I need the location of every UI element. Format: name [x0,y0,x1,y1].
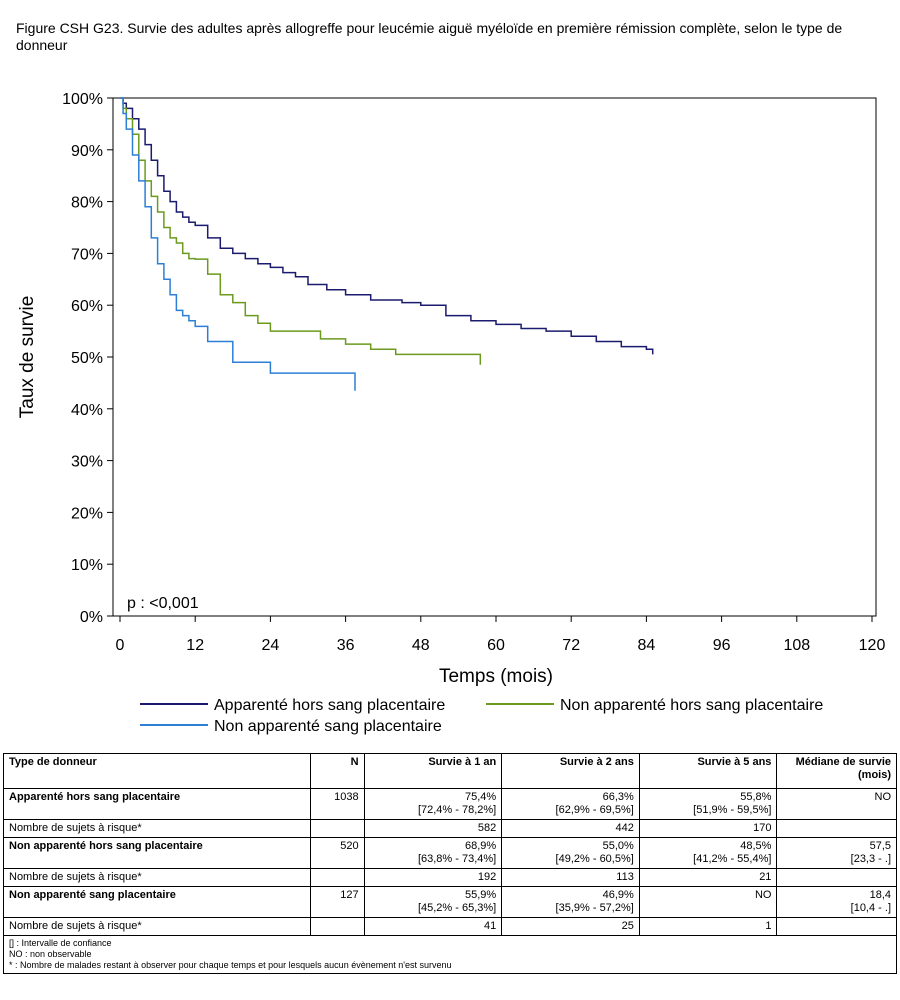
count-n: 127 [310,886,365,918]
legend-label-non-apparente: Non apparenté hors sang placentaire [560,697,823,714]
y-tick-label: 40% [71,402,103,419]
x-tick-label: 0 [116,637,125,654]
survival-1y: 55,9% [45,2% - 65,3%] [363,886,503,918]
y-tick-label: 60% [71,298,103,315]
table-row: Non apparenté hors sang placentaire 520 … [2,837,897,869]
header-donor-type: Type de donneur [2,753,312,789]
header-n: N [310,753,365,789]
table-header-row: Type de donneur N Survie à 1 an Survie à… [2,753,897,789]
y-tick-label: 10% [71,557,103,574]
survival-chart: 0% 10% 20% 30% 40% 50% 60% 70% 80% 90% 100% 0 12 24 3… [17,91,886,735]
median-survival: 57,5 [23,3 - .] [776,837,897,869]
series-line-1 [120,97,482,365]
at-risk-1y: 192 [363,868,503,887]
header-survival-5y: Survie à 5 ans [638,753,778,789]
at-risk-label: Nombre de sujets à risque* [2,819,312,838]
x-tick-label: 24 [262,637,280,654]
header-survival-1y: Survie à 1 an [363,753,503,789]
header-median-survival: Médiane de survie (mois) [776,753,897,789]
x-axis-label: Temps (mois) [439,666,553,687]
note-at-risk: * : Nombre de malades restant à observer… [9,960,452,970]
y-tick-label: 70% [71,246,103,263]
survival-2y: 46,9% [35,9% - 57,2%] [501,886,640,918]
x-axis: 0 12 24 36 48 60 72 84 96 108 120 [116,616,886,654]
legend-label-sang-placentaire: Non apparenté sang placentaire [214,718,442,735]
at-risk-2y: 442 [501,819,640,838]
y-tick-label: 50% [71,350,103,367]
figure-title: Figure CSH G23. Survie des adultes après… [16,20,843,53]
survival-2y: 55,0% [49,2% - 60,5%] [501,837,640,869]
count-n: 1038 [310,788,365,820]
note-no: NO : non observable [9,949,92,959]
table-notes: [] : Intervalle de confiance NO : non ob… [3,935,897,974]
at-risk-label: Nombre de sujets à risque* [2,868,312,887]
y-tick-label: 30% [71,454,103,471]
plot-frame [112,97,877,617]
at-risk-2y: 25 [501,917,640,936]
survival-5y: 55,8% [51,9% - 59,5%] [638,788,778,820]
x-tick-label: 84 [638,637,656,654]
table-row-at-risk: Nombre de sujets à risque* 192 113 21 [2,868,897,887]
y-tick-label: 100% [62,91,103,108]
y-axis-label: Taux de survie [17,296,38,419]
donor-type: Apparenté hors sang placentaire [2,788,312,820]
at-risk-5y: 21 [638,868,778,887]
y-axis: 0% 10% 20% 30% 40% 50% 60% 70% 80% 90% 100% [62,91,113,626]
y-tick-label: 20% [71,505,103,522]
survival-1y: 68,9% [63,8% - 73,4%] [363,837,503,869]
p-value: p : <0,001 [127,595,199,612]
x-tick-label: 36 [337,637,355,654]
at-risk-5y: 170 [638,819,778,838]
x-tick-label: 48 [412,637,430,654]
at-risk-1y: 582 [363,819,503,838]
table-notes-row: [] : Intervalle de confiance NO : non ob… [3,935,897,974]
x-tick-label: 60 [487,637,505,654]
x-tick-label: 108 [783,637,810,654]
header-survival-2y: Survie à 2 ans [501,753,640,789]
series-line-2 [120,97,356,391]
table-row: Non apparenté sang placentaire 127 55,9%… [2,886,897,918]
survival-5y: NO [638,886,778,918]
legend: Apparenté hors sang placentaire Non appa… [140,697,823,735]
y-tick-label: 0% [80,609,103,626]
median-survival: 18,4 [10,4 - .] [776,886,897,918]
at-risk-5y: 1 [638,917,778,936]
series-lines [120,97,654,391]
x-tick-label: 72 [562,637,580,654]
series-line-0 [120,97,654,355]
x-tick-label: 12 [186,637,204,654]
survival-5y: 48,5% [41,2% - 55,4%] [638,837,778,869]
donor-type: Non apparenté hors sang placentaire [2,837,312,869]
at-risk-1y: 41 [363,917,503,936]
y-tick-label: 90% [71,143,103,160]
results-table: Type de donneur N Survie à 1 an Survie à… [2,753,897,974]
legend-label-apparente: Apparenté hors sang placentaire [214,697,445,714]
x-tick-label: 96 [713,637,731,654]
survival-2y: 66,3% [62,9% - 69,5%] [501,788,640,820]
at-risk-label: Nombre de sujets à risque* [2,917,312,936]
count-n: 520 [310,837,365,869]
table-row-at-risk: Nombre de sujets à risque* 582 442 170 [2,819,897,838]
note-ci: [] : Intervalle de confiance [9,938,112,948]
at-risk-2y: 113 [501,868,640,887]
table-row: Apparenté hors sang placentaire 1038 75,… [2,788,897,820]
survival-1y: 75,4% [72,4% - 78,2%] [363,788,503,820]
table-row-at-risk: Nombre de sujets à risque* 41 25 1 [2,917,897,936]
y-tick-label: 80% [71,195,103,212]
median-survival: NO [776,788,897,820]
x-tick-label: 120 [859,637,886,654]
donor-type: Non apparenté sang placentaire [2,886,312,918]
